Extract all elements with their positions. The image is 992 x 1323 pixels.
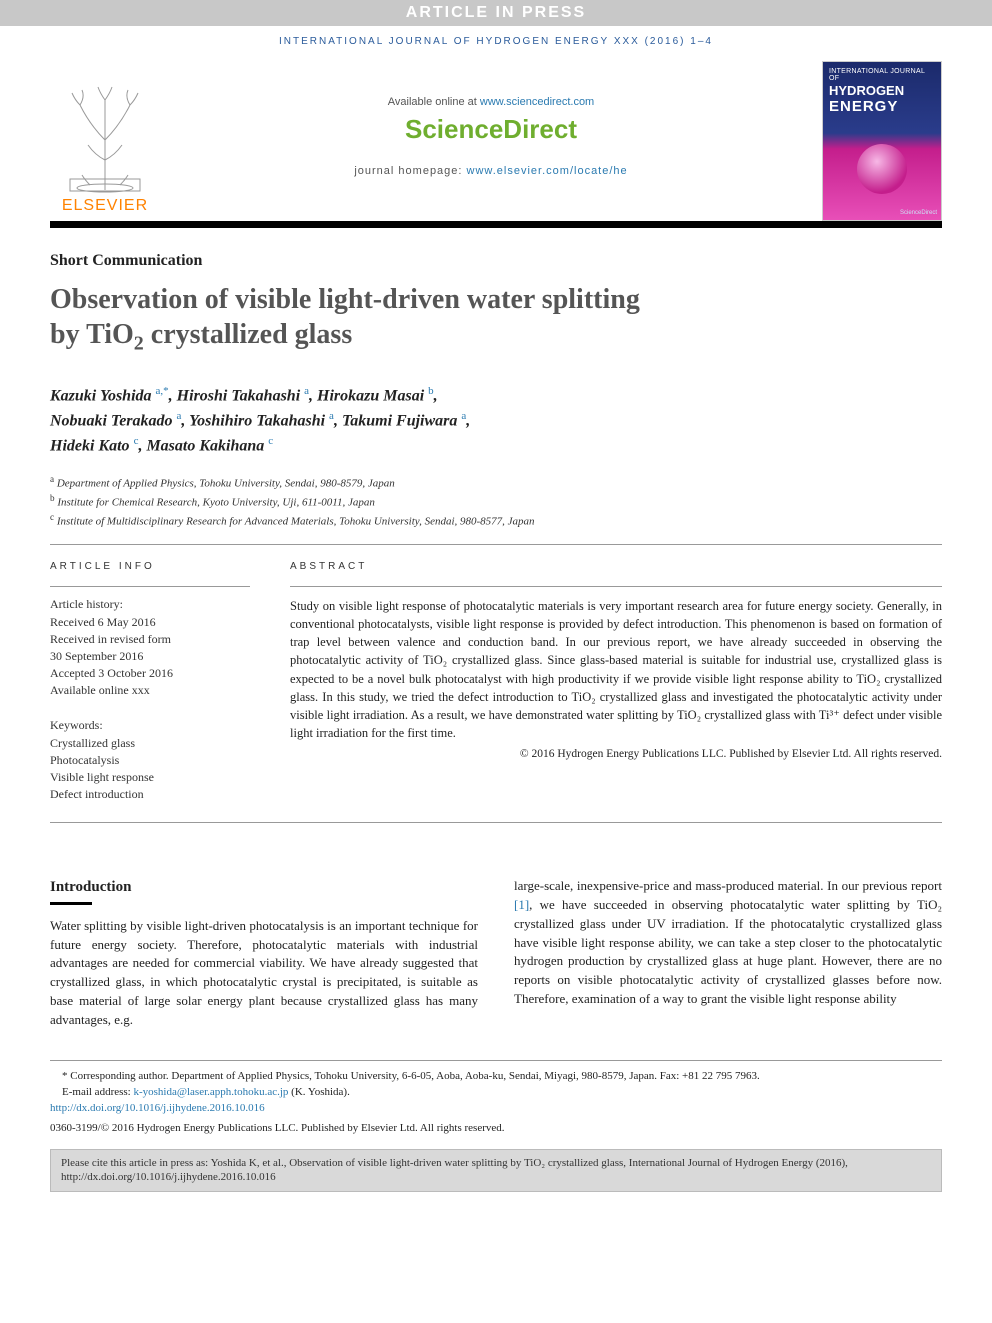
history-item: 30 September 2016 — [50, 649, 250, 664]
body-column-right: large-scale, inexpensive-price and mass-… — [514, 877, 942, 1030]
intro-paragraph: Water splitting by visible light-driven … — [50, 917, 478, 1030]
header-block: ELSEVIER Available online at www.science… — [50, 61, 942, 221]
email-line: E-mail address: k-yoshida@laser.apph.toh… — [50, 1085, 942, 1101]
article-type: Short Communication — [50, 252, 942, 270]
issn-copyright: 0360-3199/© 2016 Hydrogen Energy Publica… — [50, 1121, 942, 1137]
doi-link[interactable]: http://dx.doi.org/10.1016/j.ijhydene.201… — [50, 1102, 265, 1114]
history-item: Accepted 3 October 2016 — [50, 666, 250, 681]
corr-text: Department of Applied Physics, Tohoku Un… — [169, 1070, 760, 1082]
keywords-block: Keywords: Crystallized glass Photocataly… — [50, 718, 250, 802]
article-title: Observation of visible light-driven wate… — [50, 282, 942, 357]
elsevier-logo[interactable]: ELSEVIER — [50, 61, 160, 221]
author: , Hiroshi Takahashi — [169, 387, 304, 404]
author: , Masato Kakihana — [138, 438, 268, 455]
corresponding-author-note: * Corresponding author. Department of Ap… — [50, 1069, 942, 1085]
author-affil-sup[interactable]: c — [268, 435, 273, 447]
keyword: Visible light response — [50, 770, 250, 785]
homepage-prefix: journal homepage: — [354, 165, 466, 177]
divider — [50, 822, 942, 823]
email-suffix: (K. Yoshida). — [288, 1086, 349, 1098]
author-email-link[interactable]: k-yoshida@laser.apph.tohoku.ac.jp — [133, 1086, 288, 1098]
body-columns: Introduction Water splitting by visible … — [50, 877, 942, 1030]
article-info-column: ARTICLE INFO Article history: Received 6… — [50, 561, 250, 804]
author: Nobuaki Terakado — [50, 412, 177, 429]
author: , Yoshihiro Takahashi — [181, 412, 329, 429]
author: , Hirokazu Masai — [309, 387, 428, 404]
abstract-copyright: © 2016 Hydrogen Energy Publications LLC.… — [290, 748, 942, 760]
section-heading: Introduction — [50, 877, 478, 899]
divider — [290, 586, 942, 587]
sciencedirect-logo[interactable]: ScienceDirect — [405, 114, 577, 145]
elsevier-wordmark: ELSEVIER — [62, 197, 148, 215]
title-subscript: 2 — [134, 333, 144, 355]
author: , Takumi Fujiwara — [334, 412, 461, 429]
author-affil-sup[interactable]: b — [428, 385, 434, 397]
history-heading: Article history: — [50, 597, 250, 612]
keyword: Defect introduction — [50, 787, 250, 802]
cover-line1: INTERNATIONAL JOURNAL OF — [829, 68, 935, 82]
title-line2-suffix: crystallized glass — [144, 319, 352, 350]
title-line1: Observation of visible light-driven wate… — [50, 284, 640, 315]
keyword: Photocatalysis — [50, 753, 250, 768]
journal-reference: INTERNATIONAL JOURNAL OF HYDROGEN ENERGY… — [0, 26, 992, 61]
section-rule — [50, 902, 92, 905]
cover-footer: ScienceDirect — [900, 210, 937, 216]
history-item: Received in revised form — [50, 632, 250, 647]
article-info-heading: ARTICLE INFO — [50, 561, 250, 572]
intro-text: , we have succeeded in observing photoca… — [514, 897, 942, 1006]
footnotes: * Corresponding author. Department of Ap… — [50, 1060, 942, 1137]
cover-line3: ENERGY — [829, 98, 935, 115]
article-in-press-bar: ARTICLE IN PRESS — [0, 0, 992, 26]
title-line2-prefix: by TiO — [50, 319, 134, 350]
journal-homepage-link[interactable]: www.elsevier.com/locate/he — [467, 165, 628, 177]
affiliations: a Department of Applied Physics, Tohoku … — [50, 473, 942, 530]
affiliation: a Department of Applied Physics, Tohoku … — [50, 473, 942, 492]
author: Hideki Kato — [50, 438, 134, 455]
cover-graphic-icon — [857, 144, 907, 194]
journal-homepage-line: journal homepage: www.elsevier.com/locat… — [354, 165, 627, 177]
affiliation: c Institute of Multidisciplinary Researc… — [50, 511, 942, 530]
available-online-line: Available online at www.sciencedirect.co… — [388, 96, 594, 108]
keywords-heading: Keywords: — [50, 718, 250, 733]
header-center: Available online at www.sciencedirect.co… — [160, 61, 822, 221]
available-prefix: Available online at — [388, 96, 480, 108]
intro-text: large-scale, inexpensive-price and mass-… — [514, 878, 942, 893]
authors-list: Kazuki Yoshida a,*, Hiroshi Takahashi a,… — [50, 383, 942, 459]
doi-line: http://dx.doi.org/10.1016/j.ijhydene.201… — [50, 1101, 942, 1117]
abstract-column: ABSTRACT Study on visible light response… — [290, 561, 942, 804]
abstract-text: Study on visible light response of photo… — [290, 597, 942, 742]
header-rule — [50, 221, 942, 228]
history-item: Received 6 May 2016 — [50, 615, 250, 630]
author: Kazuki Yoshida — [50, 387, 156, 404]
main-content: Short Communication Observation of visib… — [50, 228, 942, 1137]
citation-link[interactable]: [1] — [514, 897, 529, 912]
history-item: Available online xxx — [50, 683, 250, 698]
body-column-left: Introduction Water splitting by visible … — [50, 877, 478, 1030]
email-label: E-mail address: — [62, 1086, 133, 1098]
journal-cover-thumbnail[interactable]: INTERNATIONAL JOURNAL OF HYDROGEN ENERGY… — [822, 61, 942, 221]
citation-box: Please cite this article in press as: Yo… — [50, 1149, 942, 1193]
keyword: Crystallized glass — [50, 736, 250, 751]
elsevier-tree-icon — [60, 85, 150, 195]
author-affil-sup[interactable]: a — [461, 410, 466, 422]
divider — [50, 586, 250, 587]
sd-logo-text: ScienceDirect — [405, 114, 577, 144]
sciencedirect-link[interactable]: www.sciencedirect.com — [480, 96, 594, 108]
abstract-heading: ABSTRACT — [290, 561, 942, 572]
info-abstract-row: ARTICLE INFO Article history: Received 6… — [50, 545, 942, 822]
corr-label: * Corresponding author. — [62, 1070, 169, 1082]
affiliation: b Institute for Chemical Research, Kyoto… — [50, 492, 942, 511]
cover-line2: HYDROGEN — [829, 83, 935, 98]
